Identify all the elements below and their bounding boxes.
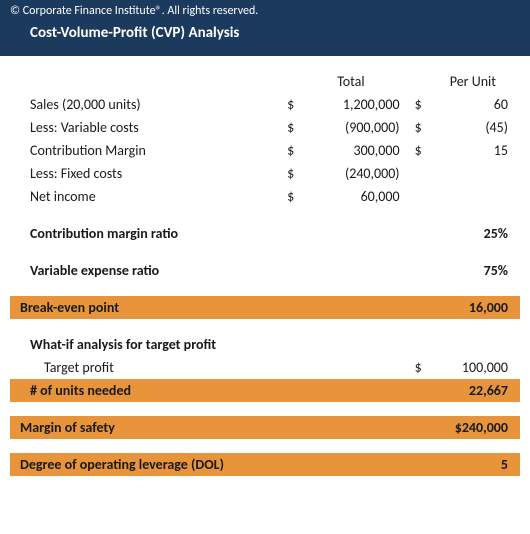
- copyright-text: © Corporate Finance Institute®. All righ…: [10, 4, 520, 18]
- break-even-row: Break-even point 16,000: [10, 296, 520, 319]
- table-row: Contribution Margin $ 300,000 $ 15: [10, 139, 520, 162]
- ratio-label: Contribution margin ratio: [10, 222, 426, 245]
- total-value: (900,000): [298, 116, 403, 139]
- variable-expense-ratio-row: Variable expense ratio 75%: [10, 259, 520, 282]
- total-value: 60,000: [298, 185, 403, 208]
- units-needed-row: # of units needed 22,667: [10, 379, 520, 402]
- per-unit-value: 15: [426, 139, 520, 162]
- ratio-value: 75%: [426, 259, 520, 282]
- what-if-section-label: What-if analysis for target profit: [10, 333, 520, 356]
- dol-row: Degree of operating leverage (DOL) 5: [10, 453, 520, 476]
- break-even-value: 16,000: [426, 296, 520, 319]
- table-row: Less: Variable costs $ (900,000) $ (45): [10, 116, 520, 139]
- margin-of-safety-label: Margin of safety: [10, 416, 426, 439]
- per-unit-value: 60: [426, 93, 520, 116]
- target-profit-label: Target profit: [10, 356, 404, 379]
- col-header-per-unit: Per Unit: [426, 70, 520, 93]
- margin-of-safety-value: $240,000: [426, 416, 520, 439]
- table-row: Sales (20,000 units) $ 1,200,000 $ 60: [10, 93, 520, 116]
- cvp-sheet: Total Per Unit Sales (20,000 units) $ 1,…: [0, 56, 530, 496]
- page-title: Cost-Volume-Profit (CVP) Analysis: [30, 24, 520, 42]
- units-needed-label: # of units needed: [10, 379, 426, 402]
- currency-symbol: $: [276, 162, 298, 185]
- units-needed-value: 22,667: [426, 379, 520, 402]
- contribution-margin-ratio-row: Contribution margin ratio 25%: [10, 222, 520, 245]
- col-header-total: Total: [298, 70, 403, 93]
- per-unit-value: [426, 185, 520, 208]
- total-value: 1,200,000: [298, 93, 403, 116]
- row-label: Less: Variable costs: [10, 116, 276, 139]
- margin-of-safety-row: Margin of safety $240,000: [10, 416, 520, 439]
- per-unit-value: (45): [426, 116, 520, 139]
- currency-symbol: $: [404, 139, 426, 162]
- currency-symbol: [404, 162, 426, 185]
- currency-symbol: $: [404, 356, 426, 379]
- currency-symbol: $: [276, 116, 298, 139]
- dol-value: 5: [426, 453, 520, 476]
- row-label: Sales (20,000 units): [10, 93, 276, 116]
- per-unit-value: [426, 162, 520, 185]
- header-bar: © Corporate Finance Institute®. All righ…: [0, 0, 530, 56]
- table-row: Net income $ 60,000: [10, 185, 520, 208]
- currency-symbol: $: [276, 93, 298, 116]
- cvp-table: Total Per Unit Sales (20,000 units) $ 1,…: [10, 56, 520, 476]
- column-header-row: Total Per Unit: [10, 70, 520, 93]
- currency-symbol: $: [276, 139, 298, 162]
- total-value: (240,000): [298, 162, 403, 185]
- total-value: 300,000: [298, 139, 403, 162]
- target-profit-row: Target profit $ 100,000: [10, 356, 520, 379]
- currency-symbol: [404, 185, 426, 208]
- currency-symbol: $: [276, 185, 298, 208]
- row-label: Contribution Margin: [10, 139, 276, 162]
- break-even-label: Break-even point: [10, 296, 426, 319]
- ratio-label: Variable expense ratio: [10, 259, 426, 282]
- what-if-header-row: What-if analysis for target profit: [10, 333, 520, 356]
- row-label: Net income: [10, 185, 276, 208]
- currency-symbol: $: [404, 93, 426, 116]
- ratio-value: 25%: [426, 222, 520, 245]
- target-profit-value: 100,000: [426, 356, 520, 379]
- currency-symbol: $: [404, 116, 426, 139]
- dol-label: Degree of operating leverage (DOL): [10, 453, 426, 476]
- table-row: Less: Fixed costs $ (240,000): [10, 162, 520, 185]
- row-label: Less: Fixed costs: [10, 162, 276, 185]
